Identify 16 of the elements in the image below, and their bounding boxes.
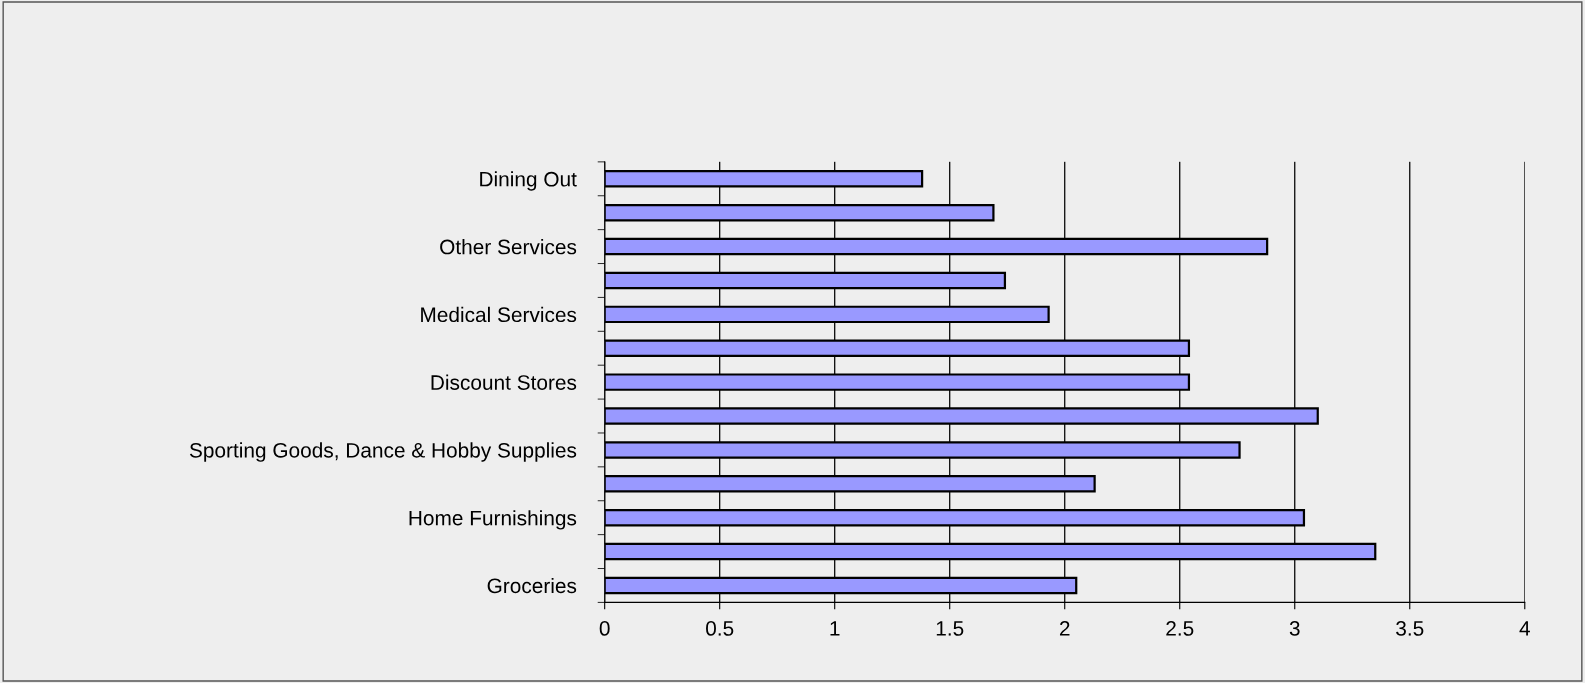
y-tick-label: Dining Out [480, 171, 577, 191]
y-tick-label: Home Furnishings [409, 510, 577, 530]
x-tick-label: 2.5 [1166, 621, 1194, 636]
x-tick-label: 3 [1289, 621, 1300, 636]
y-tick-label: Groceries [487, 577, 577, 594]
x-tick-label: 0 [599, 621, 610, 636]
x-tick-label: 4 [1519, 621, 1530, 636]
y-tick-label: Sporting Goods, Dance & Hobby Supplies [189, 442, 577, 462]
x-tick-label: 1 [830, 621, 840, 636]
x-tick-label: 2 [1059, 621, 1070, 636]
x-tick-label: 0.5 [706, 621, 734, 636]
y-tick-label: Discount Stores [431, 374, 577, 390]
x-tick-label: 1.5 [936, 621, 964, 636]
x-tick-label: 3.5 [1396, 621, 1424, 636]
y-tick-label: Other Services [440, 239, 577, 255]
y-tick-label: Medical Services [421, 306, 577, 323]
